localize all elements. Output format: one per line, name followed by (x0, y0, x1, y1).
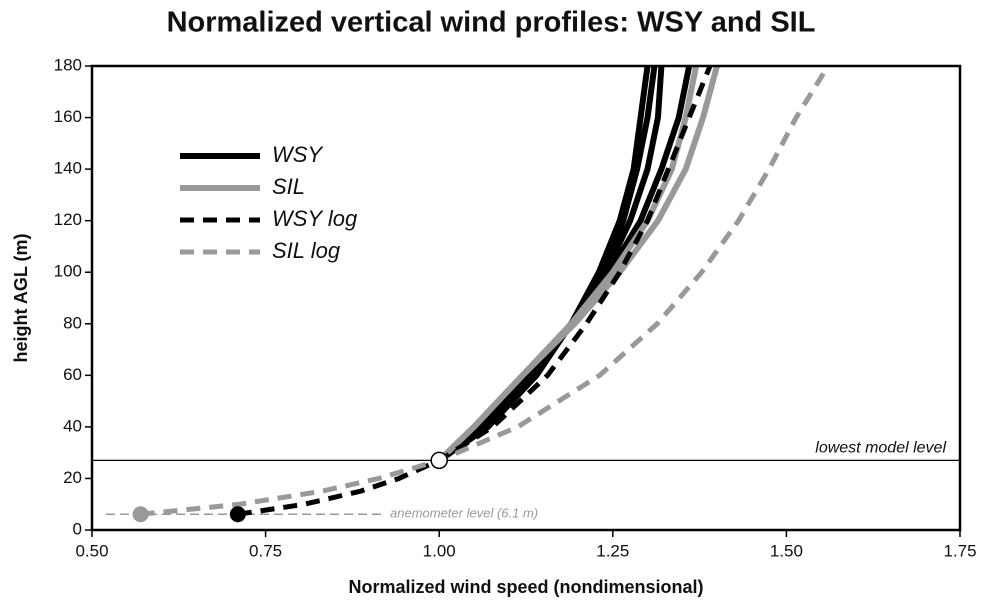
level-point (229, 506, 246, 523)
y-tick-label: 40 (63, 416, 82, 435)
x-tick-label: 0.75 (249, 541, 282, 560)
x-tick-label: 1.00 (423, 541, 456, 560)
y-tick-label: 20 (63, 468, 82, 487)
y-tick-label: 60 (63, 365, 82, 384)
x-tick-label: 0.50 (75, 541, 108, 560)
y-tick-label: 100 (54, 262, 82, 281)
x-tick-label: 1.75 (943, 541, 976, 560)
y-tick-label: 80 (63, 313, 82, 332)
legend-label: WSY (272, 142, 323, 167)
y-tick-label: 140 (54, 159, 82, 178)
x-tick-label: 1.50 (770, 541, 803, 560)
legend-label: SIL (272, 174, 305, 199)
level-point (132, 506, 149, 523)
lowest-model-level-label: lowest model level (815, 440, 946, 457)
y-tick-label: 120 (54, 210, 82, 229)
anemometer-level-label: anemometer level (6.1 m) (390, 506, 538, 521)
y-tick-label: 160 (54, 107, 82, 126)
level-point (430, 451, 448, 470)
legend-label: SIL log (272, 238, 341, 263)
y-tick-label: 0 (73, 519, 82, 538)
x-tick-label: 1.25 (596, 541, 629, 560)
legend-label: WSY log (272, 206, 358, 231)
x-axis-title: Normalized wind speed (nondimensional) (348, 577, 703, 597)
chart-title: Normalized vertical wind profiles: WSY a… (167, 7, 816, 39)
profile-line (237, 65, 713, 517)
y-tick-label: 180 (54, 55, 82, 74)
plot-frame (90, 64, 962, 532)
profile-line (437, 65, 693, 463)
profile-line (140, 64, 831, 517)
y-axis-title: height AGL (m) (11, 234, 31, 363)
